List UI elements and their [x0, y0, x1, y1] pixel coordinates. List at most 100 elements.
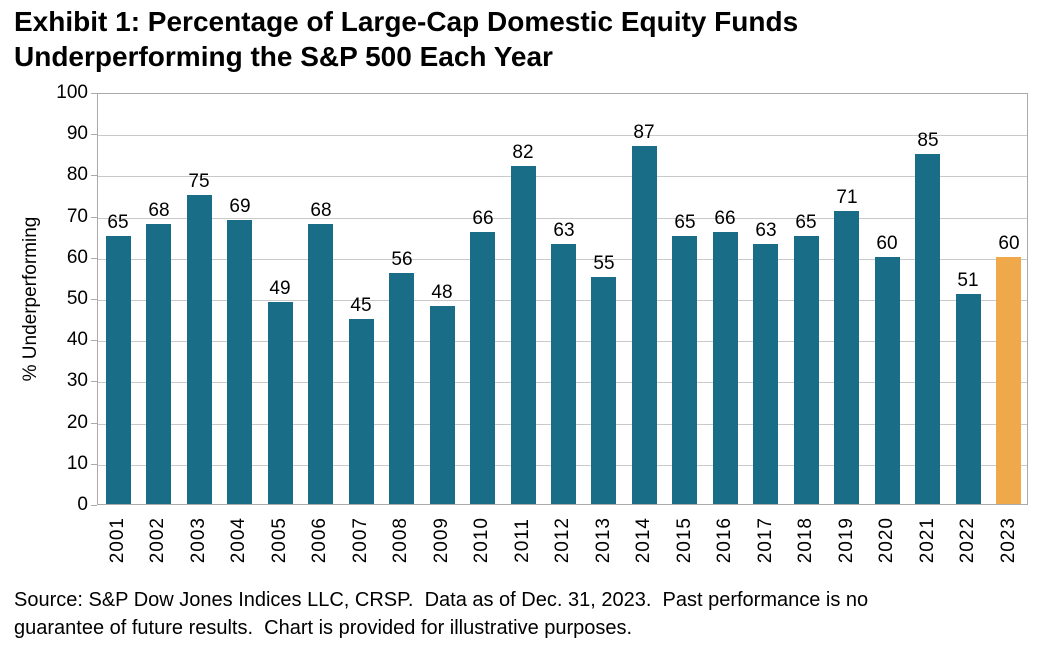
bar-2013 — [591, 277, 616, 504]
x-tick-label-text-2005: 2005 — [268, 516, 290, 564]
bar-value-label-2010: 66 — [472, 208, 494, 229]
bar-2010 — [470, 232, 495, 504]
x-tick-label-2001: 2001 — [97, 509, 138, 571]
bar-2003 — [187, 195, 212, 504]
y-axis-labels: 0 10 20 30 40 50 60 70 80 90 100 — [38, 82, 88, 515]
y-tick-label-80: 80 — [66, 164, 88, 185]
x-tick-label-2015: 2015 — [664, 509, 705, 571]
bar-value-label-2007: 45 — [350, 295, 372, 316]
y-axis-tick-0 — [91, 505, 97, 506]
bar-2023 — [996, 257, 1021, 504]
bar-2018 — [794, 236, 819, 504]
y-axis-tick-70 — [91, 217, 97, 218]
x-tick-label-2010: 2010 — [461, 509, 502, 571]
x-tick-label-2003: 2003 — [178, 509, 219, 571]
x-tick-label-2021: 2021 — [907, 509, 948, 571]
x-tick-label-2002: 2002 — [137, 509, 178, 571]
x-tick-label-text-2006: 2006 — [308, 516, 330, 564]
x-tick-label-2012: 2012 — [542, 509, 583, 571]
x-tick-label-2011: 2011 — [502, 509, 543, 571]
x-tick-label-2016: 2016 — [704, 509, 745, 571]
bar-2015 — [672, 236, 697, 504]
bar-2005 — [268, 302, 293, 504]
bar-value-label-2023: 60 — [998, 233, 1020, 254]
x-tick-label-2013: 2013 — [583, 509, 624, 571]
bar-2011 — [511, 166, 536, 504]
y-axis-tick-10 — [91, 464, 97, 465]
x-tick-label-text-2011: 2011 — [511, 517, 533, 563]
y-tick-label-10: 10 — [66, 453, 88, 474]
y-tick-label-0: 0 — [77, 494, 88, 515]
x-tick-label-2006: 2006 — [299, 509, 340, 571]
bar-2014 — [632, 146, 657, 504]
x-tick-label-text-2022: 2022 — [956, 516, 978, 564]
y-axis-tick-20 — [91, 423, 97, 424]
x-tick-label-2018: 2018 — [785, 509, 826, 571]
bar-chart-figure: % Underperforming 0 10 20 30 40 50 60 70 80 90 100… — [20, 82, 1028, 571]
y-tick-label-70: 70 — [66, 206, 88, 227]
bar-value-label-2018: 65 — [795, 212, 817, 233]
bar-2006 — [308, 224, 333, 504]
x-tick-label-text-2014: 2014 — [632, 516, 654, 564]
bar-2004 — [227, 220, 252, 504]
y-tick-label-20: 20 — [66, 412, 88, 433]
x-tick-label-text-2001: 2001 — [106, 516, 128, 564]
gridline-90 — [98, 135, 1027, 136]
x-tick-label-text-2013: 2013 — [592, 516, 614, 564]
bar-value-label-2016: 66 — [714, 208, 736, 229]
x-tick-label-2004: 2004 — [218, 509, 259, 571]
bar-value-label-2004: 69 — [229, 196, 251, 217]
bar-value-label-2001: 65 — [107, 212, 129, 233]
x-tick-label-2009: 2009 — [421, 509, 462, 571]
x-tick-label-text-2016: 2016 — [713, 516, 735, 564]
chart-title-line-2: Underperforming the S&P 500 Each Year — [14, 41, 553, 72]
x-tick-label-text-2004: 2004 — [227, 516, 249, 564]
bar-value-label-2021: 85 — [917, 130, 939, 151]
bar-2009 — [430, 306, 455, 504]
y-axis-tick-90 — [91, 134, 97, 135]
y-axis-tick-60 — [91, 258, 97, 259]
y-axis-tick-50 — [91, 299, 97, 300]
chart-title: Exhibit 1: Percentage of Large-Cap Domes… — [14, 4, 798, 74]
bar-2008 — [389, 273, 414, 504]
x-tick-label-text-2015: 2015 — [673, 516, 695, 564]
x-tick-label-2014: 2014 — [623, 509, 664, 571]
x-tick-label-2008: 2008 — [380, 509, 421, 571]
x-tick-label-2022: 2022 — [947, 509, 988, 571]
bar-2016 — [713, 232, 738, 504]
x-tick-label-2017: 2017 — [745, 509, 786, 571]
bar-2017 — [753, 244, 778, 504]
y-axis-tick-100 — [91, 93, 97, 94]
bar-2002 — [146, 224, 171, 504]
bar-value-label-2014: 87 — [633, 122, 655, 143]
y-tick-label-90: 90 — [66, 123, 88, 144]
x-tick-label-text-2008: 2008 — [389, 516, 411, 564]
bar-value-label-2009: 48 — [431, 282, 453, 303]
x-tick-label-2019: 2019 — [826, 509, 867, 571]
bar-value-label-2005: 49 — [269, 278, 291, 299]
source-note-line-1: Source: S&P Dow Jones Indices LLC, CRSP.… — [14, 589, 869, 611]
bar-2019 — [834, 211, 859, 504]
bar-value-label-2002: 68 — [148, 200, 170, 221]
bar-2020 — [875, 257, 900, 504]
source-note: Source: S&P Dow Jones Indices LLC, CRSP.… — [14, 586, 1026, 642]
gridline-80 — [98, 176, 1027, 177]
x-tick-label-text-2007: 2007 — [349, 516, 371, 564]
y-tick-label-50: 50 — [66, 288, 88, 309]
bar-value-label-2022: 51 — [957, 270, 979, 291]
y-tick-label-100: 100 — [56, 82, 88, 103]
bar-2007 — [349, 319, 374, 504]
bar-value-label-2020: 60 — [876, 233, 898, 254]
y-axis-tick-80 — [91, 175, 97, 176]
bar-value-label-2015: 65 — [674, 212, 696, 233]
bar-value-label-2006: 68 — [310, 200, 332, 221]
x-tick-label-text-2018: 2018 — [794, 516, 816, 564]
bar-value-label-2011: 82 — [512, 142, 534, 163]
gridline-70 — [98, 218, 1027, 219]
y-tick-label-60: 60 — [66, 247, 88, 268]
chart-title-line-1: Exhibit 1: Percentage of Large-Cap Domes… — [14, 6, 799, 37]
x-tick-label-text-2021: 2021 — [916, 516, 938, 564]
x-tick-label-text-2009: 2009 — [430, 516, 452, 564]
plot-area: 65 68 75 69 49 68 45 56 48 66 82 63 55 87 65 66 63 65 71 60… — [97, 93, 1028, 505]
